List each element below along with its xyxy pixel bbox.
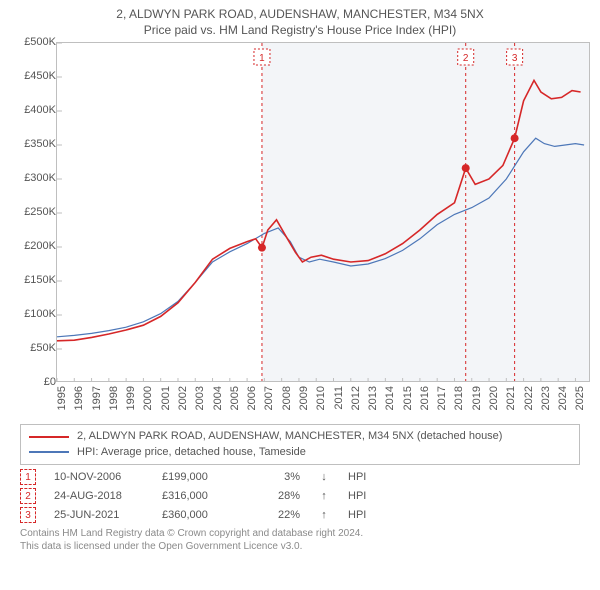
event-marker-number: 3 <box>512 53 518 64</box>
x-tick-label: 2016 <box>419 386 431 422</box>
event-row: 2 24-AUG-2018 £316,000 28% ↑ HPI <box>20 488 580 504</box>
plot-area: 1 2 3 <box>56 42 590 382</box>
event-row: 3 25-JUN-2021 £360,000 22% ↑ HPI <box>20 507 580 523</box>
legend-label-property: 2, ALDWYN PARK ROAD, AUDENSHAW, MANCHEST… <box>77 429 502 444</box>
x-tick-label: 2021 <box>505 386 517 422</box>
chart-area: £0 £50K £100K £150K £200K £250K £300K £350K £400… <box>10 42 590 422</box>
event-arrow-up-icon: ↑ <box>318 490 330 502</box>
y-axis: £0£50K£100K£150K£200K£250K£300K£350K£400… <box>10 42 56 382</box>
footer-line-1: Contains HM Land Registry data © Crown c… <box>20 527 580 540</box>
legend-item-property: 2, ALDWYN PARK ROAD, AUDENSHAW, MANCHEST… <box>29 429 571 444</box>
y-tick-label: £350K <box>24 138 56 150</box>
event-date: 24-AUG-2018 <box>54 490 144 502</box>
x-axis: 1995 1996 1997 1998 1999 2000 2001 2002 2003 2004… <box>56 386 590 422</box>
x-tick-label: 2025 <box>574 386 586 422</box>
x-tick-label: 2023 <box>540 386 552 422</box>
x-tick-label: 2003 <box>194 386 206 422</box>
x-tick-label: 2009 <box>298 386 310 422</box>
event-pct: 28% <box>260 490 300 502</box>
x-tick-label: 2006 <box>246 386 258 422</box>
event-marker-number: 2 <box>463 53 469 64</box>
legend: 2, ALDWYN PARK ROAD, AUDENSHAW, MANCHEST… <box>20 424 580 465</box>
y-tick-label: £100K <box>24 308 56 320</box>
x-tick-label: 1998 <box>108 386 120 422</box>
y-tick-label: £0 <box>44 376 56 388</box>
events-table: 1 10-NOV-2006 £199,000 3% ↓ HPI 2 24-AUG-2018 £3… <box>20 469 580 523</box>
footer: Contains HM Land Registry data © Crown c… <box>20 527 580 553</box>
event-marker-number: 1 <box>259 53 265 64</box>
figure-root: 2, ALDWYN PARK ROAD, AUDENSHAW, MANCHEST… <box>0 0 600 590</box>
x-tick-label: 2015 <box>402 386 414 422</box>
y-tick-label: £50K <box>30 342 56 354</box>
x-tick-label: 2022 <box>523 386 535 422</box>
event-date: 25-JUN-2021 <box>54 509 144 521</box>
x-tick-label: 2002 <box>177 386 189 422</box>
x-tick-label: 2017 <box>436 386 448 422</box>
y-tick-label: £300K <box>24 172 56 184</box>
title-line-2: Price paid vs. HM Land Registry's House … <box>10 22 590 38</box>
y-tick-label: £500K <box>24 36 56 48</box>
event-vs: HPI <box>348 509 366 521</box>
x-tick-label: 1997 <box>91 386 103 422</box>
x-tick-label: 2014 <box>384 386 396 422</box>
footer-line-2: This data is licensed under the Open Gov… <box>20 540 580 553</box>
x-tick-label: 2007 <box>263 386 275 422</box>
legend-swatch-property <box>29 436 69 438</box>
x-tick-label: 1999 <box>125 386 137 422</box>
event-price: £360,000 <box>162 509 242 521</box>
event-price: £316,000 <box>162 490 242 502</box>
x-tick-label: 2024 <box>557 386 569 422</box>
x-tick-label: 2020 <box>488 386 500 422</box>
event-arrow-up-icon: ↑ <box>318 509 330 521</box>
legend-swatch-hpi <box>29 451 69 453</box>
event-vs: HPI <box>348 490 366 502</box>
event-price: £199,000 <box>162 471 242 483</box>
event-arrow-down-icon: ↓ <box>318 471 330 483</box>
legend-label-hpi: HPI: Average price, detached house, Tame… <box>77 445 306 460</box>
x-tick-label: 2010 <box>315 386 327 422</box>
y-tick-label: £150K <box>24 274 56 286</box>
x-tick-label: 2018 <box>453 386 465 422</box>
event-pct: 3% <box>260 471 300 483</box>
x-tick-label: 2013 <box>367 386 379 422</box>
y-tick-label: £200K <box>24 240 56 252</box>
x-tick-label: 2012 <box>350 386 362 422</box>
y-tick-label: £400K <box>24 104 56 116</box>
shaded-region <box>262 43 590 382</box>
x-tick-label: 2001 <box>160 386 172 422</box>
plot-svg: 1 2 3 <box>57 43 590 382</box>
title-line-1: 2, ALDWYN PARK ROAD, AUDENSHAW, MANCHEST… <box>10 6 590 22</box>
x-tick-label: 2019 <box>471 386 483 422</box>
event-marker-inline: 1 <box>20 469 36 485</box>
x-tick-label: 2004 <box>212 386 224 422</box>
event-date: 10-NOV-2006 <box>54 471 144 483</box>
x-tick-label: 2005 <box>229 386 241 422</box>
event-marker-inline: 2 <box>20 488 36 504</box>
event-row: 1 10-NOV-2006 £199,000 3% ↓ HPI <box>20 469 580 485</box>
event-pct: 22% <box>260 509 300 521</box>
y-tick-label: £250K <box>24 206 56 218</box>
x-tick-label: 2000 <box>142 386 154 422</box>
chart-title: 2, ALDWYN PARK ROAD, AUDENSHAW, MANCHEST… <box>10 6 590 38</box>
x-tick-label: 1995 <box>56 386 68 422</box>
event-marker-inline: 3 <box>20 507 36 523</box>
x-tick-label: 1996 <box>73 386 85 422</box>
y-tick-label: £450K <box>24 70 56 82</box>
event-vs: HPI <box>348 471 366 483</box>
x-tick-label: 2011 <box>333 386 345 422</box>
legend-item-hpi: HPI: Average price, detached house, Tame… <box>29 445 571 460</box>
x-tick-label: 2008 <box>281 386 293 422</box>
